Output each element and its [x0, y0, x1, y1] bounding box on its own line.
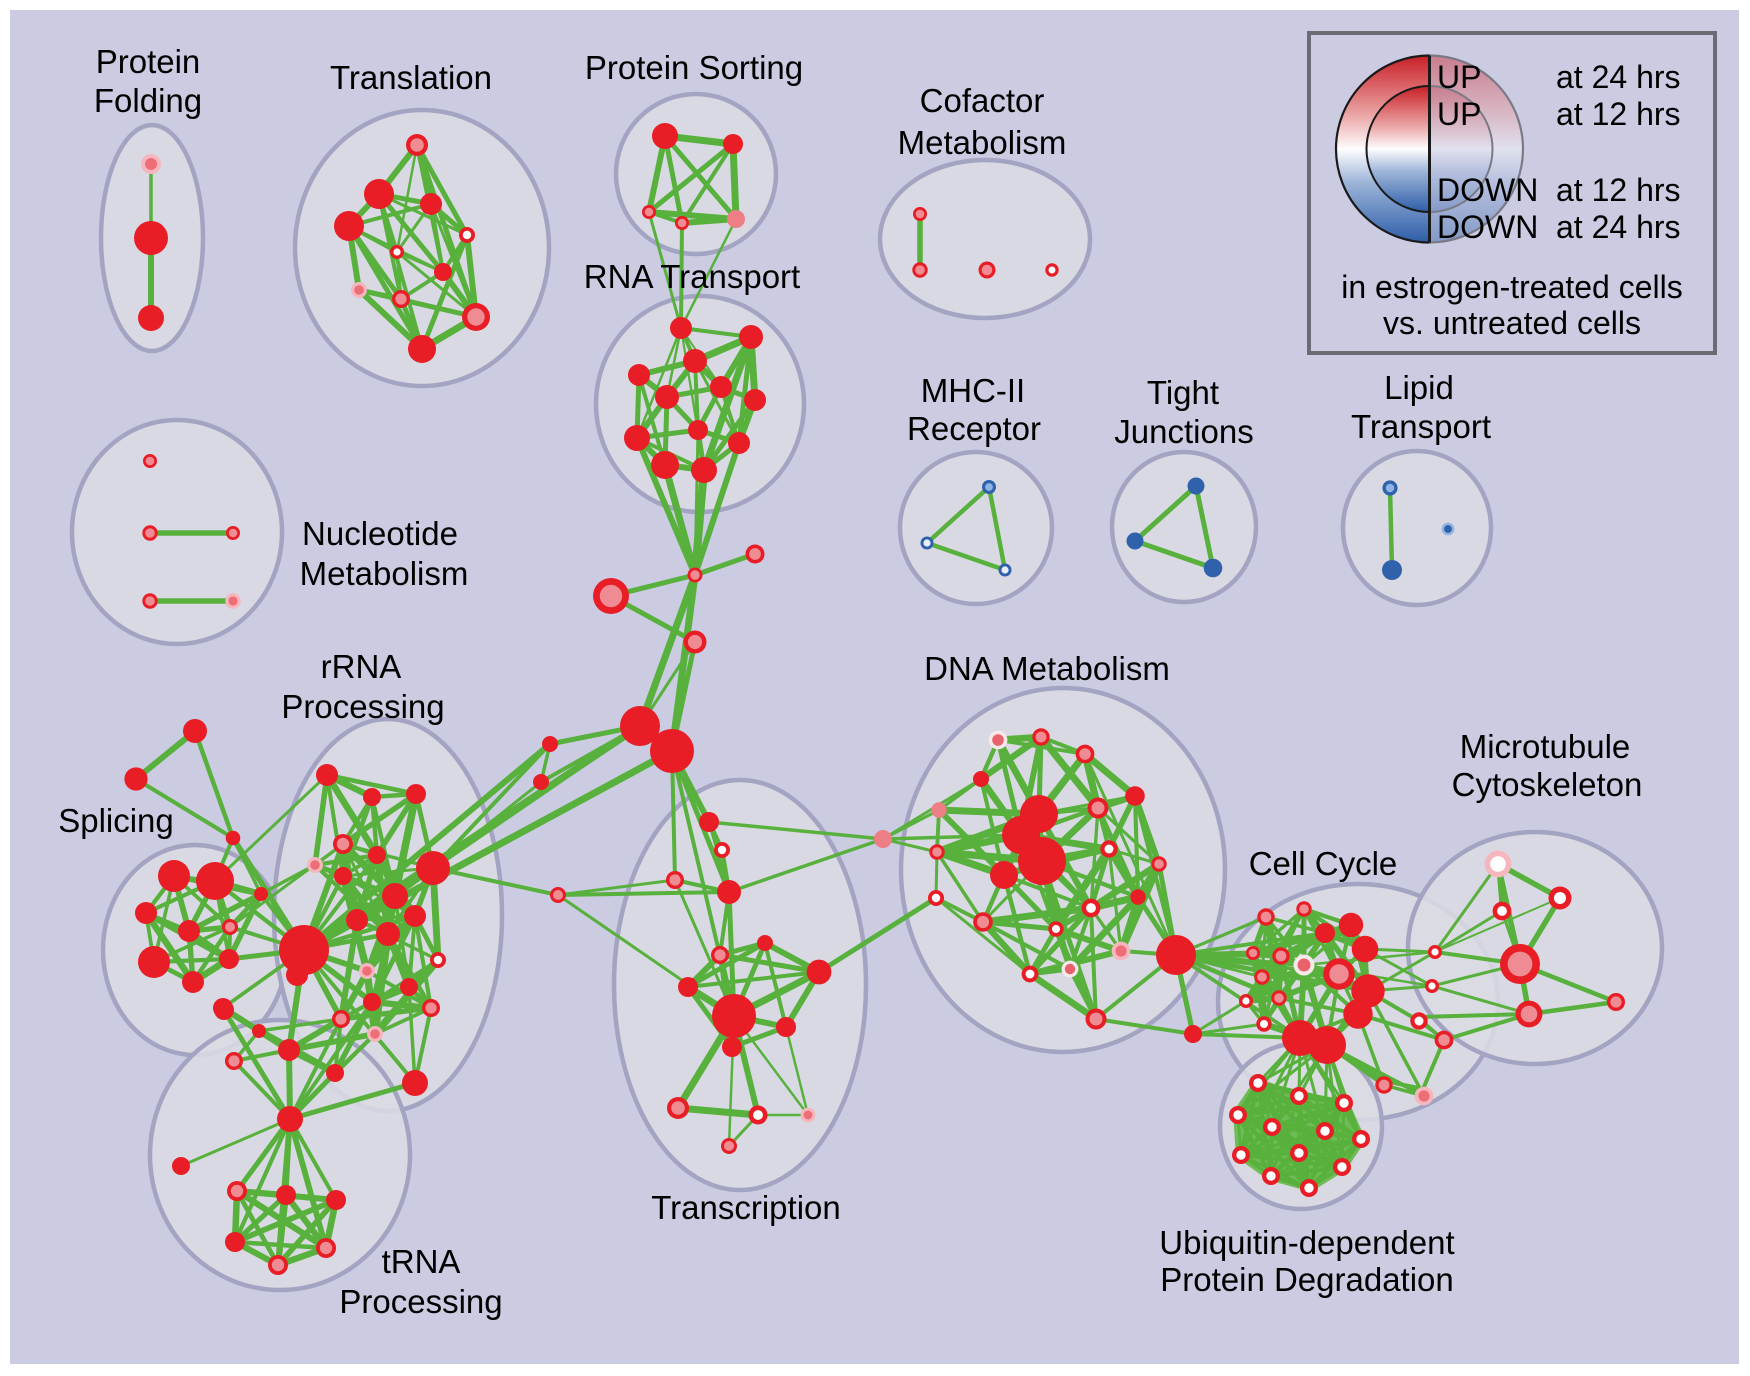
svg-text:Cofactor: Cofactor	[920, 82, 1045, 119]
svg-text:Protein: Protein	[96, 43, 201, 80]
svg-text:at 24 hrs: at 24 hrs	[1556, 209, 1681, 245]
svg-text:DOWN: DOWN	[1437, 172, 1538, 208]
svg-text:at 12 hrs: at 12 hrs	[1556, 96, 1681, 132]
svg-text:rRNA: rRNA	[321, 648, 402, 685]
svg-text:Protein Degradation: Protein Degradation	[1160, 1261, 1454, 1298]
svg-text:Transcription: Transcription	[651, 1189, 841, 1226]
svg-text:DNA Metabolism: DNA Metabolism	[924, 650, 1170, 687]
svg-text:at 24 hrs: at 24 hrs	[1556, 59, 1681, 95]
svg-text:UP: UP	[1437, 96, 1481, 132]
svg-text:vs. untreated cells: vs. untreated cells	[1383, 305, 1641, 341]
svg-text:MHC-II: MHC-II	[921, 372, 1025, 409]
svg-text:Transport: Transport	[1351, 408, 1491, 445]
svg-text:Processing: Processing	[281, 688, 444, 725]
svg-text:RNA Transport: RNA Transport	[584, 258, 800, 295]
svg-text:DOWN: DOWN	[1437, 209, 1538, 245]
svg-text:Translation: Translation	[330, 59, 492, 96]
svg-text:at 12 hrs: at 12 hrs	[1556, 172, 1681, 208]
svg-text:Metabolism: Metabolism	[300, 555, 469, 592]
svg-text:Cell Cycle: Cell Cycle	[1249, 845, 1398, 882]
svg-text:Cytoskeleton: Cytoskeleton	[1452, 766, 1643, 803]
svg-text:Receptor: Receptor	[907, 410, 1041, 447]
svg-text:Lipid: Lipid	[1384, 369, 1454, 406]
svg-text:tRNA: tRNA	[382, 1243, 461, 1280]
svg-text:Processing: Processing	[339, 1283, 502, 1320]
svg-text:UP: UP	[1437, 59, 1481, 95]
svg-text:Protein Sorting: Protein Sorting	[585, 49, 803, 86]
svg-text:Microtubule: Microtubule	[1460, 728, 1631, 765]
svg-text:Junctions: Junctions	[1114, 413, 1253, 450]
svg-text:Tight: Tight	[1147, 374, 1219, 411]
svg-text:Splicing: Splicing	[58, 802, 174, 839]
svg-text:Metabolism: Metabolism	[898, 124, 1067, 161]
svg-text:Ubiquitin-dependent: Ubiquitin-dependent	[1159, 1224, 1454, 1261]
svg-text:Nucleotide: Nucleotide	[302, 515, 458, 552]
svg-text:in estrogen-treated cells: in estrogen-treated cells	[1341, 269, 1683, 305]
svg-text:Folding: Folding	[94, 82, 202, 119]
